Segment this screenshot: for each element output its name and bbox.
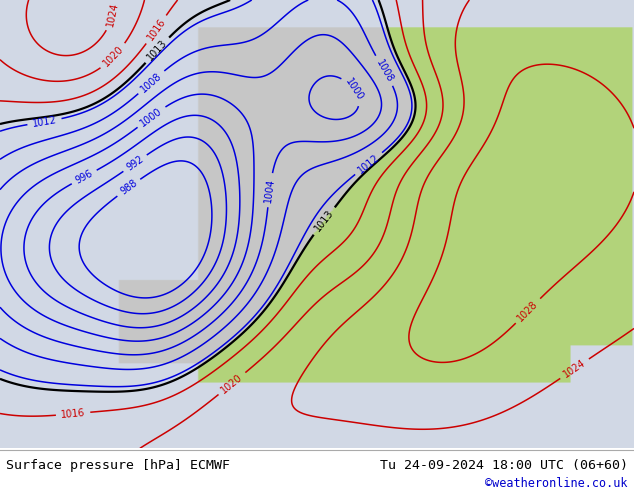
Text: 1024: 1024 xyxy=(562,358,588,380)
Text: 1000: 1000 xyxy=(138,106,164,128)
Text: 1004: 1004 xyxy=(263,177,276,203)
Text: 1013: 1013 xyxy=(313,208,335,234)
Text: 1016: 1016 xyxy=(145,17,167,43)
Text: ©weatheronline.co.uk: ©weatheronline.co.uk xyxy=(485,477,628,490)
Text: 1008: 1008 xyxy=(139,71,164,94)
Text: 992: 992 xyxy=(125,154,146,172)
Text: 1024: 1024 xyxy=(105,1,120,27)
Text: 1020: 1020 xyxy=(219,372,245,395)
Text: 1020: 1020 xyxy=(101,44,126,69)
Text: 1012: 1012 xyxy=(32,115,58,129)
Text: Tu 24-09-2024 18:00 UTC (06+60): Tu 24-09-2024 18:00 UTC (06+60) xyxy=(380,459,628,471)
Text: 996: 996 xyxy=(74,168,94,186)
Text: 988: 988 xyxy=(119,178,139,197)
Text: 1008: 1008 xyxy=(374,57,395,84)
Text: 1028: 1028 xyxy=(515,298,540,323)
Text: 1000: 1000 xyxy=(344,77,365,103)
Text: 1012: 1012 xyxy=(356,152,382,175)
Text: 1013: 1013 xyxy=(145,38,169,63)
Text: 1016: 1016 xyxy=(60,408,86,420)
Text: Surface pressure [hPa] ECMWF: Surface pressure [hPa] ECMWF xyxy=(6,459,230,471)
